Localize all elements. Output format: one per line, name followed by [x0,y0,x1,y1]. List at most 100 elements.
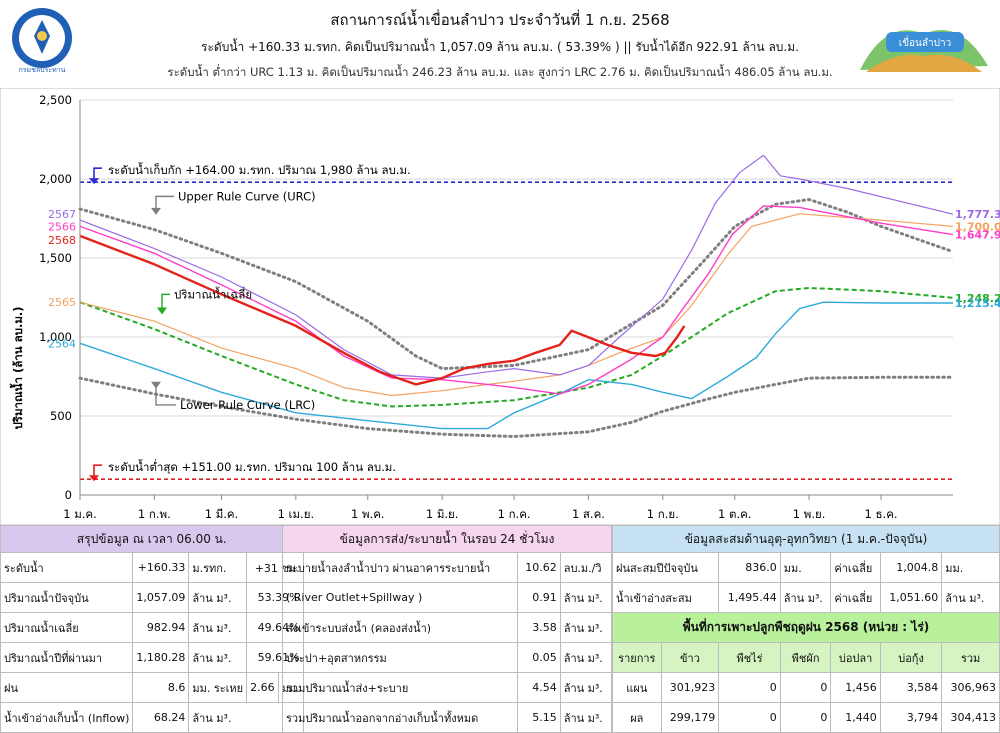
reservoir-chart: ระดับน้ำเก็บกัก +164.00 ม.รทก. ปริมาณ 1,… [0,88,1000,525]
row-unit: ล้าน ม³. [559,612,613,643]
row-label: ปริมาณน้ำเฉลี่ย [0,612,134,643]
series-line-2564 [79,301,953,430]
series-end-label: 1,700.00 [955,220,1000,233]
hydro-header: ข้อมูลสะสมด้านอุตุ-อุทกวิทยา (1 ม.ค.-ปัจ… [612,525,1000,553]
avg-value: 1,004.8 [879,552,943,583]
page-title: สถานการณ์น้ำเขื่อนลำปาว ประจำวันที่ 1 ก.… [330,11,670,29]
release-header: ข้อมูลการส่ง/ระบายน้ำ ในรอบ 24 ชั่วโมง [282,525,612,553]
row-value: 1,057.09 [132,582,190,613]
avg-label: ค่าเฉลี่ย [830,552,881,583]
row-label: ส่งเข้าระบบส่งน้ำ (คลองส่งน้ำ) [282,612,518,643]
x-tick-label: 1 ม.ค. [63,507,97,521]
row-unit: ล้าน ม³. [188,612,248,643]
arrow-head-icon [89,178,99,185]
table-row: ระบายน้ำลงลำน้ำปาว ผ่านอาคารระบายน้ำ 10.6… [282,552,613,583]
crops-column-headers: รายการ ข้าว พืชไร่ พืชผัก บ่อปลา บ่อกุ้ง รวม [612,642,1000,673]
row-unit: ม.รทก. [188,552,248,583]
annotations: Upper Rule Curve (URC) Lower Rule Curve (… [151,189,316,412]
arrow-head-icon [89,475,99,482]
x-tick-label: 1 ธ.ค. [865,507,898,521]
series-end-label: 1,215.45 [955,297,1000,310]
row-label: ระดับน้ำ [0,552,134,583]
x-axis: 1 ม.ค. 1 ก.พ. 1 มี.ค. 1 เม.ย. 1 พ.ค. 1 มิ.ย. 1… [63,495,898,521]
column-header: รวม [941,642,1000,673]
series-line-2568 [79,234,686,386]
table-row: ฝน 8.6 มม. ระเหย 2.66 มม. [0,672,304,703]
series-start-label: 2565 [48,296,76,309]
column-header: รายการ [612,642,662,673]
row-label: ปริมาณน้ำปีที่ผ่านมา [0,642,134,673]
row-extra: 2.66 [246,672,279,703]
x-tick-label: 1 มิ.ย. [426,507,459,521]
avg-value: 1,051.60 [879,582,943,613]
row-label: แผน [612,672,662,703]
row-unit: ล้าน ม³. [559,702,613,733]
row-value: 8.6 [132,672,190,703]
reference-line-label: ระดับน้ำเก็บกัก +164.00 ม.รทก. ปริมาณ 1,… [108,162,411,177]
status-line-2: ระดับน้ำ ต่ำกว่า URC 1.13 ม. คิดเป็นปริม… [167,65,833,79]
row-value: 0.91 [516,582,561,613]
table-row: ฝนสะสมปีปัจจุบัน 836.0 มม. ค่าเฉลี่ย 1,004.8… [611,552,1000,583]
table-row: น้ำเข้าอ่างสะสม 1,495.44 ล้าน ม³. ค่าเฉลี่ย… [611,582,1000,613]
row-value: 0.05 [516,642,561,673]
row-unit: ล้าน ม³. [559,582,613,613]
y-tick-label: 1,500 [39,251,72,265]
row-label: ประปา+อุตสาหกรรม [282,642,518,673]
table-row: ระดับน้ำ +160.33 ม.รทก. +31 ซม. [0,552,304,583]
row-unit: มม. [779,552,832,583]
avg-unit: มม. [941,552,1000,583]
callout-line [155,382,176,406]
table-row: รวมปริมาณน้ำส่ง+ระบาย 4.54 ล้าน ม³. [282,672,613,703]
y-tick-label: 500 [50,409,72,423]
row-label: รวมปริมาณน้ำส่ง+ระบาย [282,672,518,703]
x-tick-label: 1 ก.ย. [647,507,679,521]
series-end-label: 1,248.27 [955,292,1000,305]
row-value: 5.15 [516,702,561,733]
release-table: ข้อมูลการส่ง/ระบายน้ำ ในรอบ 24 ชั่วโมง ร… [282,525,613,733]
y-tick-label: 2,000 [39,172,72,186]
row-value: 0 [718,672,781,703]
y-axis-title: ปริมาณน้ำ (ล้าน ลบ.ม.) [9,306,25,429]
rid-logo-text: กรมชลประทาน [19,66,66,74]
row-unit: ล้าน ม³. [188,642,248,673]
callout-arrow-icon [151,207,161,215]
row-value: 3,584 [879,672,943,703]
callout-line [155,195,174,209]
row-label: ปริมาณน้ำปัจจุบัน [0,582,134,613]
arrow-icon [93,167,102,181]
row-label: น้ำเข้าอ่างสะสม [611,582,720,613]
row-label: น้ำเข้าอ่างเก็บน้ำ (Inflow) [0,702,134,733]
row-unit: ล้าน ม³. [559,642,613,673]
dam-logo: เขื่อนลำปาว [860,30,988,72]
reference-lines: ระดับน้ำเก็บกัก +164.00 ม.รทก. ปริมาณ 1,… [80,162,953,482]
x-tick-label: 1 ส.ค. [572,507,605,521]
rid-logo: กรมชลประทาน [12,8,72,74]
x-tick-label: 1 มี.ค. [205,507,239,521]
arrow-icon [93,464,102,478]
crops-header: พื้นที่การเพาะปลูกพืชฤดูฝน 2568 (หน่วย :… [612,612,1000,643]
row-label: ฝน [0,672,134,703]
dam-logo-text: เขื่อนลำปาว [899,35,951,49]
row-value: 1,440 [830,702,881,733]
summary-table: สรุปข้อมูล ณ เวลา 06.00 น. ระดับน้ำ +160.… [0,525,304,733]
row-value: 0 [718,702,781,733]
row-value: 306,963 [941,672,1000,703]
row-value: 3,794 [879,702,943,733]
row-value: 301,923 [660,672,720,703]
table-row: รวมปริมาณน้ำออกจากอ่างเก็บน้ำทั้งหมด 5.15… [282,702,613,733]
row-value: 0 [779,672,832,703]
avg-unit: ล้าน ม³. [941,582,1000,613]
header: กรมชลประทาน สถานการณ์น้ำเขื่อนลำปาว ประจ… [0,0,1000,88]
y-tick-label: 2,500 [39,93,72,107]
row-value: 4.54 [516,672,561,703]
hydro-table: ข้อมูลสะสมด้านอุตุ-อุทกวิทยา (1 ม.ค.-ปัจ… [611,525,1000,733]
series-line-2566 [79,205,954,395]
row-value: 836.0 [718,552,781,583]
row-value: 0 [779,702,832,733]
series-start-label: 2566 [48,220,76,233]
series-start-label: 2568 [48,234,76,247]
row-value: 1,495.44 [718,582,781,613]
avg-label: ค่าเฉลี่ย [830,582,881,613]
y-axis: 0 500 1,000 1,500 2,000 2,500 [39,93,953,502]
series-start-label: 2564 [48,337,76,350]
